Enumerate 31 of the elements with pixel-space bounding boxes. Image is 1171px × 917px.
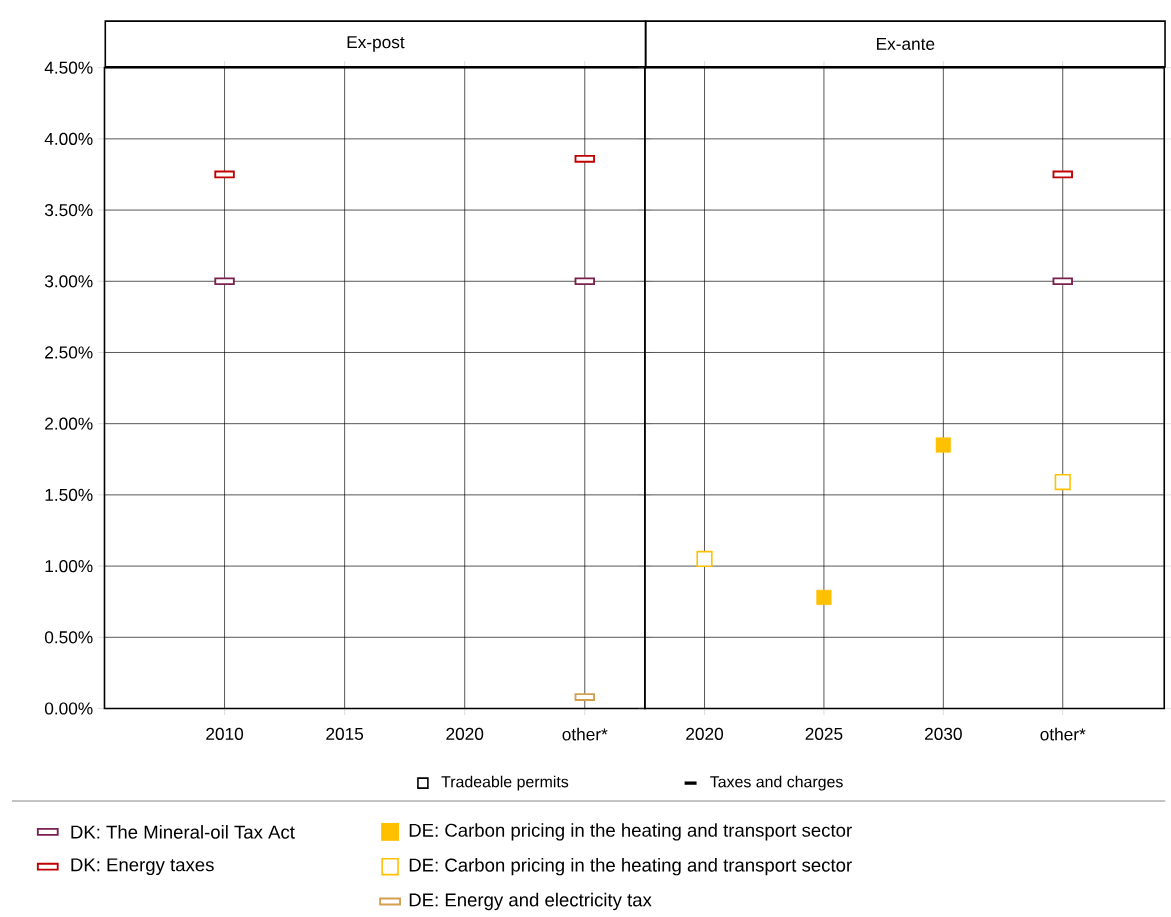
point: [696, 550, 713, 567]
y-tick-label: 3.50%: [44, 203, 93, 216]
chart-title: Ex-post: [347, 36, 405, 52]
x-tick-label: 2020: [686, 727, 724, 740]
point: [1054, 473, 1071, 490]
legend-label: DE: Carbon pricing in the heating and transport sector: [409, 857, 852, 876]
y-tick-label: 0.00%: [44, 702, 93, 715]
point: [935, 437, 951, 453]
legend-label: DE: Energy and electricity tax: [409, 892, 652, 910]
legend-label: DE: Carbon pricing in the heating and transport sector: [409, 823, 852, 841]
text: Tradeable permits: [441, 775, 569, 791]
chart-title: Ex-ante: [877, 37, 935, 50]
x-tick-label: 2025: [805, 727, 843, 740]
point: [816, 589, 832, 605]
x-tick-label: 2030: [925, 727, 962, 740]
y-tick-label: 1.50%: [45, 488, 93, 501]
x-tick-label: other*: [562, 727, 608, 741]
x-tick-label: 2015: [326, 727, 364, 740]
y-tick-label: 2.00%: [45, 417, 93, 430]
y-tick-label: 0.50%: [44, 630, 93, 644]
y-tick-label: 1.00%: [45, 559, 93, 572]
y-tick-label: 2.50%: [45, 346, 93, 359]
y-tick-label: 4.50%: [44, 61, 93, 74]
y-tick-label: 3.00%: [44, 274, 93, 288]
x-tick-label: 2020: [446, 727, 484, 740]
legend-label: DK: The Mineral-oil Tax Act: [71, 824, 295, 839]
y-tick-label: 4.00%: [44, 132, 93, 145]
legend-label: DK: Energy taxes: [71, 858, 214, 875]
x-tick-label: other*: [1040, 727, 1086, 741]
text: Taxes and charges: [710, 775, 843, 791]
x-tick-label: 2010: [206, 727, 244, 740]
